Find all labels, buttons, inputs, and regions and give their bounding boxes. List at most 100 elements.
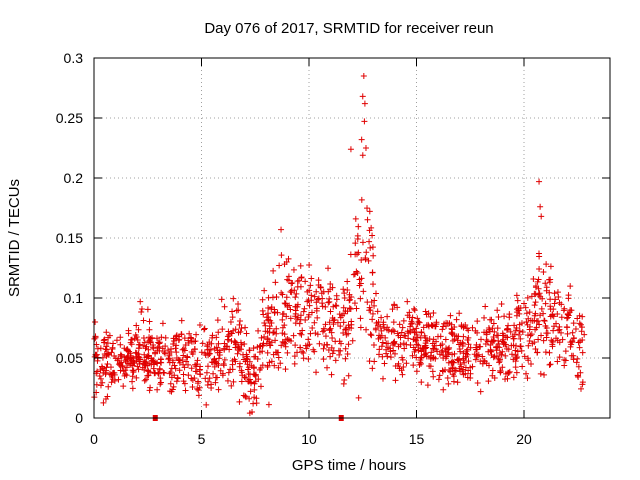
data-point xyxy=(336,311,343,318)
data-point xyxy=(456,355,463,362)
data-point xyxy=(342,345,349,352)
data-point xyxy=(397,334,404,341)
data-point xyxy=(575,339,582,346)
data-point xyxy=(423,344,430,351)
data-point xyxy=(516,328,523,335)
data-point xyxy=(109,344,116,351)
y-tick-label: 0.15 xyxy=(56,230,83,246)
data-point xyxy=(282,300,289,307)
data-point xyxy=(572,325,579,332)
data-point xyxy=(309,325,316,332)
data-point xyxy=(321,327,328,334)
data-point xyxy=(371,297,378,304)
data-point xyxy=(273,325,280,332)
data-point xyxy=(105,383,112,390)
grid-lines xyxy=(94,58,610,418)
data-point xyxy=(481,314,488,321)
data-point xyxy=(145,346,152,353)
data-point xyxy=(144,372,151,379)
data-point xyxy=(575,363,582,370)
data-point xyxy=(332,357,339,364)
data-point xyxy=(251,394,258,401)
data-point xyxy=(291,287,298,294)
data-point xyxy=(548,337,555,344)
data-point xyxy=(343,326,350,333)
data-point xyxy=(327,280,334,287)
data-point xyxy=(547,296,554,303)
data-point xyxy=(264,362,271,369)
data-point xyxy=(140,335,147,342)
data-point xyxy=(124,356,131,363)
data-point xyxy=(425,323,432,330)
data-point xyxy=(108,379,115,386)
data-point xyxy=(379,353,386,360)
data-point xyxy=(229,361,236,368)
data-point xyxy=(504,334,511,341)
data-point xyxy=(133,322,140,329)
data-point xyxy=(225,328,232,335)
data-point xyxy=(195,392,202,399)
data-point xyxy=(281,261,288,268)
data-point xyxy=(467,344,474,351)
data-point xyxy=(271,362,278,369)
data-point xyxy=(460,333,467,340)
data-point xyxy=(327,353,334,360)
x-tick-label: 5 xyxy=(198,431,206,447)
data-point xyxy=(433,338,440,345)
data-point xyxy=(504,369,511,376)
data-point xyxy=(534,278,541,285)
data-point xyxy=(238,378,245,385)
data-point xyxy=(535,285,542,292)
data-points xyxy=(91,73,588,417)
data-point xyxy=(449,364,456,371)
data-point xyxy=(390,339,397,346)
data-point xyxy=(464,346,471,353)
data-point xyxy=(417,354,424,361)
data-point xyxy=(294,278,301,285)
data-point xyxy=(179,346,186,353)
data-point xyxy=(236,363,243,370)
data-point xyxy=(369,232,376,239)
data-point xyxy=(278,226,285,233)
data-point xyxy=(271,329,278,336)
data-point xyxy=(327,325,334,332)
data-point xyxy=(275,354,282,361)
data-point xyxy=(439,367,446,374)
data-point xyxy=(383,340,390,347)
axis-ticks xyxy=(93,57,610,419)
data-point xyxy=(232,326,239,333)
data-point xyxy=(469,324,476,331)
data-point xyxy=(157,359,164,366)
data-point xyxy=(237,317,244,324)
data-point xyxy=(547,276,554,283)
data-point xyxy=(499,364,506,371)
data-point xyxy=(449,358,456,365)
data-point xyxy=(355,394,362,401)
data-point xyxy=(203,401,210,408)
x-tick-label: 20 xyxy=(516,431,532,447)
data-point xyxy=(170,335,177,342)
data-point xyxy=(281,300,288,307)
data-point xyxy=(411,307,418,314)
data-point xyxy=(221,340,228,347)
data-point xyxy=(319,328,326,335)
data-point xyxy=(230,327,237,334)
data-point xyxy=(308,292,315,299)
data-point xyxy=(430,373,437,380)
data-point xyxy=(553,320,560,327)
data-point xyxy=(354,232,361,239)
data-point xyxy=(272,279,279,286)
data-point xyxy=(523,310,530,317)
data-point xyxy=(282,366,289,373)
x-tick-label: 10 xyxy=(301,431,317,447)
data-point xyxy=(326,298,333,305)
data-point xyxy=(581,331,588,338)
data-point xyxy=(224,336,231,343)
data-point xyxy=(524,294,531,301)
data-point xyxy=(126,348,133,355)
data-point xyxy=(211,355,218,362)
data-point xyxy=(133,374,140,381)
data-point xyxy=(195,386,202,393)
data-point xyxy=(357,280,364,287)
data-point xyxy=(351,300,358,307)
